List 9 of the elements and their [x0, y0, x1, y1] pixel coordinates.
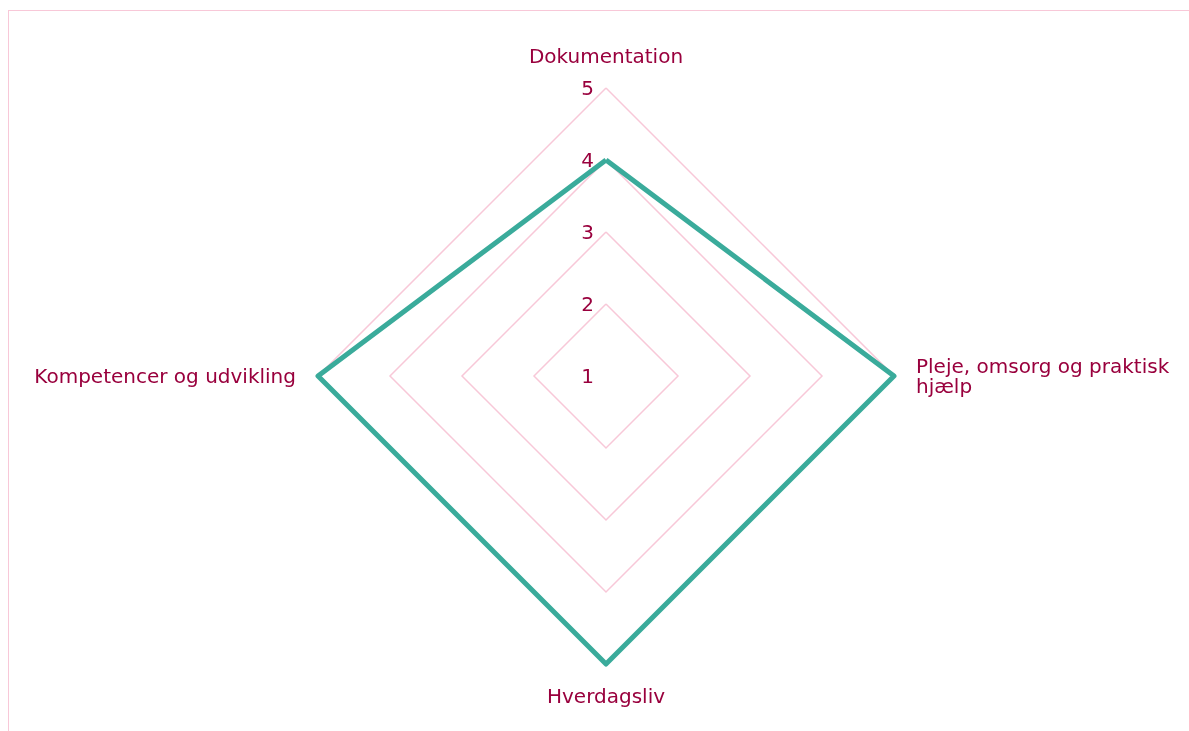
y-tick-label: 5: [581, 76, 594, 100]
spoke-label: Kompetencer og udvikling: [34, 364, 296, 388]
spoke-label: Pleje, omsorg og praktisk hjælp: [916, 354, 1170, 398]
spoke-label: Hverdagsliv: [546, 684, 666, 708]
spoke-label: Dokumentation: [528, 44, 684, 68]
y-tick-label: 1: [581, 364, 594, 388]
y-tick-label: 2: [581, 292, 594, 316]
y-tick-label: 3: [581, 220, 594, 244]
y-tick-label: 4: [581, 148, 594, 172]
